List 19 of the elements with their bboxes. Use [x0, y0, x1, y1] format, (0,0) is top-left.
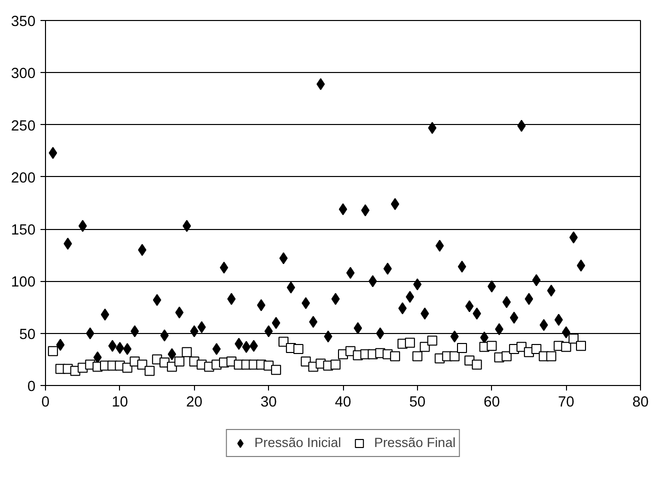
x-tick-label: 30	[260, 394, 277, 410]
x-tick-label: 20	[186, 394, 202, 410]
y-tick-label: 300	[11, 66, 36, 82]
y-tick-label: 250	[11, 118, 36, 134]
x-tick-label: 60	[484, 394, 500, 410]
x-tick-label: 0	[41, 394, 50, 410]
x-tick-label: 40	[334, 394, 352, 410]
legend-label: Pressão Inicial	[254, 435, 342, 450]
y-tick-label: 0	[27, 379, 36, 395]
x-tick-label: 80	[632, 394, 649, 410]
x-tick-label: 50	[409, 394, 426, 410]
y-tick-label: 350	[11, 14, 36, 30]
x-tick-label: 70	[558, 394, 574, 410]
y-tick-label: 150	[11, 222, 36, 239]
legend-label: Pressão Final	[374, 435, 456, 450]
x-tick-label: 10	[112, 394, 128, 410]
y-tick-label: 200	[11, 170, 36, 186]
y-tick-label: 50	[19, 326, 36, 343]
y-tick-label: 100	[11, 274, 36, 291]
